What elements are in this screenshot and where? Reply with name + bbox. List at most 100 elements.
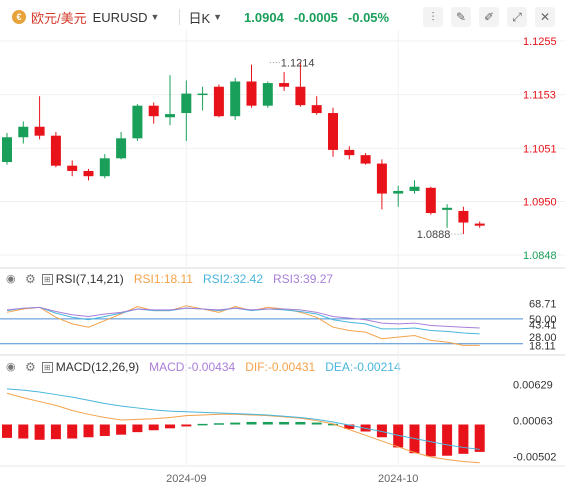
indicator-box-icon[interactable]: ⊞ bbox=[41, 361, 53, 373]
macd-histogram-bar bbox=[148, 424, 159, 431]
draw-tool-icon[interactable]: ✎ bbox=[451, 7, 471, 27]
candle-body bbox=[295, 86, 306, 106]
macd-histogram-bar bbox=[50, 424, 61, 440]
candle-body bbox=[67, 165, 78, 171]
close-icon[interactable]: ✕ bbox=[535, 7, 555, 27]
macd-histogram-bar bbox=[181, 424, 192, 427]
candle-body bbox=[99, 158, 110, 177]
candle-body bbox=[230, 81, 241, 117]
macd-histogram-bar bbox=[474, 424, 485, 452]
toolbar-divider bbox=[179, 9, 181, 25]
chevron-down-icon[interactable]: ▼ bbox=[150, 12, 160, 22]
macd-histogram-bar bbox=[67, 424, 78, 439]
macd-histogram-bar bbox=[18, 424, 29, 439]
rsi-tick-label: 43.41 bbox=[529, 319, 557, 331]
fullscreen-icon[interactable]: ⤢ bbox=[507, 7, 527, 27]
price-change-percent: -0.05% bbox=[347, 9, 390, 25]
macd-header: ◉ ⚙ ⊞ MACD(12,26,9) MACD:-0.00434 DIF:-0… bbox=[0, 358, 401, 376]
rsi-tick-label: 50.00 bbox=[529, 314, 557, 326]
chart-toolbar: € 欧元/美元 EURUSD ▼ 日K ▼ 1.0904 -0.0005 -0.… bbox=[0, 0, 565, 34]
macd-tick-label: 0.00629 bbox=[513, 379, 553, 391]
candle-body bbox=[376, 163, 387, 194]
candle-body bbox=[425, 187, 436, 214]
candle-body bbox=[181, 93, 192, 114]
rsi-tick-label: 68.71 bbox=[529, 298, 557, 310]
price-tick-label: 1.0950 bbox=[523, 196, 557, 208]
candle-body bbox=[34, 126, 45, 136]
gear-icon[interactable]: ⚙ bbox=[25, 360, 36, 374]
period-chevron-down-icon[interactable]: ▼ bbox=[213, 12, 223, 22]
rsi-tick-label: 18.11 bbox=[529, 340, 556, 352]
candle-body bbox=[360, 155, 371, 164]
macd-histogram-bar bbox=[213, 423, 224, 425]
candle-body bbox=[344, 149, 355, 156]
candle-body bbox=[148, 105, 159, 117]
eye-icon[interactable]: ◉ bbox=[6, 360, 16, 373]
dea-value: DEA:-0.00214 bbox=[325, 360, 401, 374]
time-tick-label: 2024-09 bbox=[166, 473, 206, 485]
macd-histogram-bar bbox=[83, 424, 94, 438]
candle-body bbox=[409, 186, 420, 191]
period-selector[interactable]: 日K bbox=[188, 10, 211, 26]
rsi-series-line bbox=[6, 306, 480, 329]
macd-histogram-bar bbox=[99, 424, 110, 436]
macd-histogram-bar bbox=[442, 424, 453, 456]
high-annotation-label: 1.1214 bbox=[281, 58, 315, 70]
macd-histogram-bar bbox=[132, 424, 143, 433]
candle-body bbox=[279, 83, 290, 87]
last-price: 1.0904 bbox=[244, 9, 284, 25]
candle-body bbox=[18, 126, 29, 138]
candle-body bbox=[246, 81, 257, 106]
macd-histogram-bar bbox=[279, 421, 290, 425]
symbol-name[interactable]: 欧元/美元 bbox=[31, 10, 87, 26]
eye-icon[interactable]: ◉ bbox=[6, 272, 16, 285]
macd-histogram-bar bbox=[262, 421, 273, 425]
price-tick-label: 1.0848 bbox=[523, 250, 557, 262]
pen-icon[interactable]: ✐ bbox=[479, 7, 499, 27]
macd-histogram-bar bbox=[116, 424, 127, 435]
candle-body bbox=[213, 86, 224, 117]
macd-histogram-bar bbox=[246, 421, 257, 425]
candle-body bbox=[50, 135, 61, 166]
macd-histogram-bar bbox=[311, 422, 322, 425]
candle-body bbox=[116, 138, 127, 159]
currency-icon: € bbox=[12, 10, 26, 24]
macd-histogram-bar bbox=[376, 424, 387, 438]
candle-body bbox=[328, 113, 338, 150]
macd-series-line bbox=[6, 392, 480, 464]
macd-histogram-bar bbox=[458, 424, 469, 454]
macd-histogram-bar bbox=[34, 424, 45, 440]
rsi3-value: RSI3:39.27 bbox=[273, 272, 334, 286]
indicator-box-icon[interactable]: ⊞ bbox=[41, 273, 53, 285]
rsi1-value: RSI1:18.11 bbox=[133, 272, 193, 286]
price-tick-label: 1.1153 bbox=[523, 90, 556, 102]
candle-body bbox=[132, 105, 143, 139]
macd-tick-label: 0.00063 bbox=[513, 415, 553, 427]
toolbar-actions: ⫶ ✎ ✐ ⤢ ✕ bbox=[423, 7, 555, 27]
macd-name: MACD(12,26,9) bbox=[55, 360, 140, 374]
symbol-code[interactable]: EURUSD bbox=[92, 9, 148, 25]
indicator-settings-icon[interactable]: ⫶ bbox=[423, 7, 443, 27]
macd-histogram-bar bbox=[425, 424, 436, 457]
candle-body bbox=[262, 83, 273, 106]
macd-series-line bbox=[6, 388, 480, 450]
rsi-name: RSI(7,14,21) bbox=[55, 272, 124, 286]
gear-icon[interactable]: ⚙ bbox=[25, 272, 36, 286]
candle-body bbox=[197, 93, 208, 96]
rsi-series-line bbox=[6, 306, 480, 335]
rsi-tick-label: 28.00 bbox=[529, 332, 557, 344]
candle-body bbox=[83, 170, 94, 177]
dif-value: DIF:-0.00431 bbox=[245, 360, 316, 374]
candle-body bbox=[165, 114, 175, 118]
low-annotation-label: 1.0888 bbox=[417, 229, 451, 241]
macd-histogram-bar bbox=[197, 423, 208, 426]
candle-body bbox=[393, 190, 404, 194]
macd-histogram-bar bbox=[328, 423, 338, 426]
macd-histogram-bar bbox=[344, 424, 355, 429]
macd-histogram-bar bbox=[165, 424, 175, 429]
candle-body bbox=[474, 223, 485, 226]
candle-body bbox=[2, 137, 12, 162]
macd-value: MACD:-0.00434 bbox=[149, 360, 236, 374]
macd-histogram-bar bbox=[295, 421, 306, 425]
